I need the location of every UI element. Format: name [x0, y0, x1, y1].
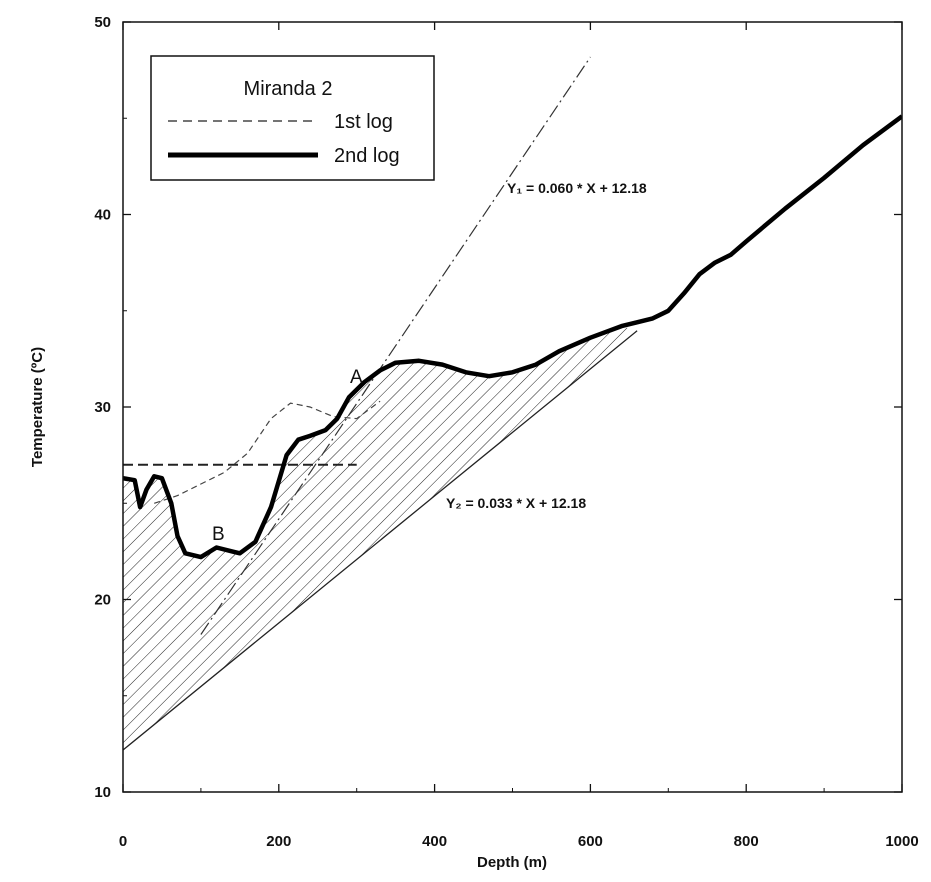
annotation-y1-equation: Y₁ = 0.060 * X + 12.18	[507, 180, 647, 196]
y-tick-label: 10	[94, 784, 111, 801]
y-tick-label: 30	[94, 399, 111, 416]
hatched-region	[123, 326, 638, 750]
x-tick-label: 600	[578, 833, 603, 850]
plot-frame	[122, 21, 903, 793]
x-axis-label: Depth (m)	[477, 854, 547, 871]
series-y2-fit-line	[123, 330, 638, 751]
legend-label-1st-log: 1st log	[334, 111, 393, 133]
legend-box	[150, 55, 435, 181]
x-tick-label: 400	[422, 833, 447, 850]
annotation-point-a: A	[350, 367, 363, 388]
legend-title: Miranda 2	[244, 78, 333, 100]
legend: Miranda 2 1st log 2nd log	[150, 55, 435, 181]
x-tick-label: 200	[266, 833, 291, 850]
annotation-point-b: B	[212, 524, 225, 545]
legend-label-2nd-log: 2nd log	[334, 145, 400, 167]
series-1st-log-line	[154, 400, 381, 504]
y-tick-label: 50	[94, 14, 111, 31]
series-y1-fit-line	[200, 56, 591, 635]
series-2nd-log-line	[123, 114, 902, 560]
annotation-y2-equation: Y₂ = 0.033 * X + 12.18	[446, 495, 586, 511]
x-tick-label: 0	[119, 833, 127, 850]
y-tick-label: 20	[94, 592, 111, 609]
y-axis-label: Temperature (ºC)	[29, 347, 46, 467]
x-tick-label: 1000	[885, 833, 918, 850]
x-tick-label: 800	[734, 833, 759, 850]
y-tick-label: 40	[94, 207, 111, 224]
